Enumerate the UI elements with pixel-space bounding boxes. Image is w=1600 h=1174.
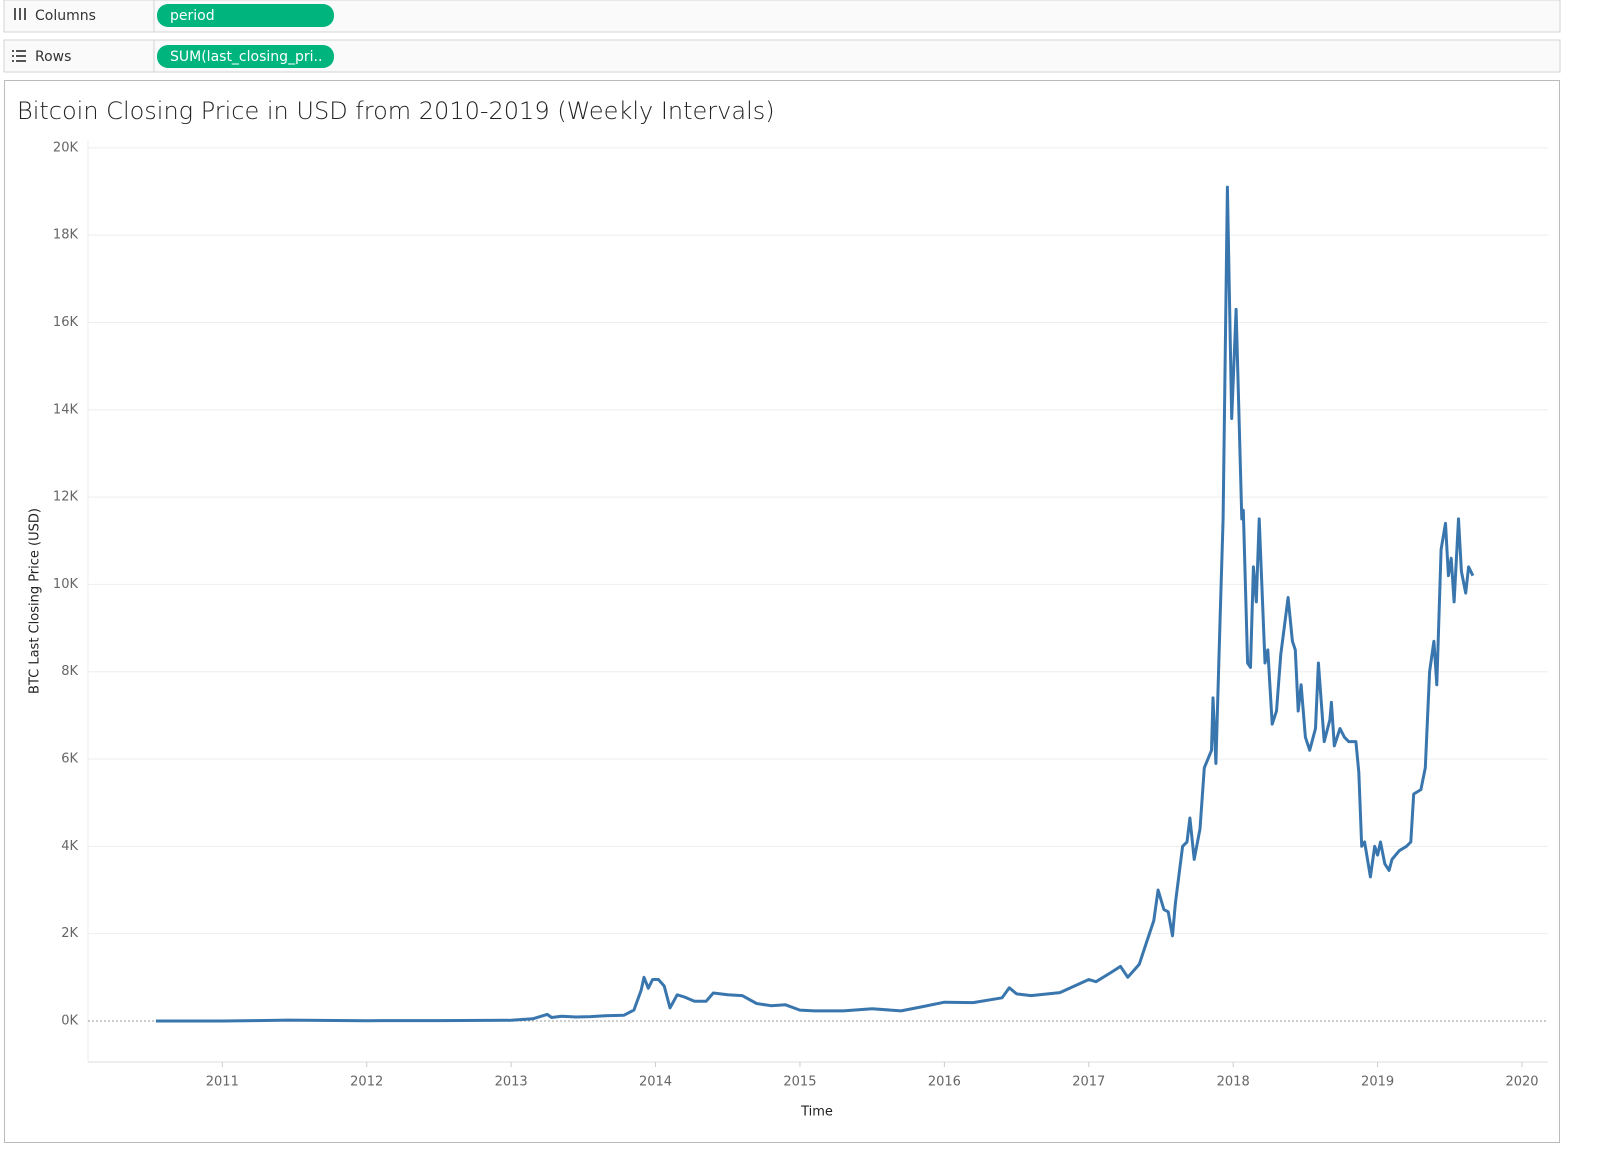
- columns-pill[interactable]: [157, 4, 334, 27]
- rows-pill[interactable]: [157, 45, 334, 68]
- x-tick-label: 2019: [1361, 1075, 1394, 1090]
- y-tick-label: 18K: [53, 228, 79, 243]
- y-tick-label: 16K: [53, 315, 79, 330]
- chart-panel: [4, 80, 1560, 1143]
- rows-icon: [12, 50, 26, 62]
- y-tick-label: 10K: [53, 577, 79, 592]
- x-tick-label: 2013: [495, 1075, 528, 1090]
- x-tick-label: 2011: [206, 1075, 239, 1090]
- x-tick-label: 2016: [928, 1075, 961, 1090]
- x-tick-label: 2020: [1505, 1075, 1538, 1090]
- columns-pill-text[interactable]: period: [170, 8, 215, 24]
- plot: 0K 2K 4K 6K 8K 10K 12K 14K 16K 18K 20K 2011 2012 2013…: [53, 140, 1548, 1090]
- y-tick-label: 2K: [61, 926, 78, 941]
- x-tick-label: 2012: [350, 1075, 383, 1090]
- x-tick-label: 2015: [783, 1075, 816, 1090]
- y-tick-label: 12K: [53, 490, 79, 505]
- columns-icon: [14, 8, 26, 20]
- y-tick-label: 6K: [61, 752, 78, 767]
- x-tick-label: 2017: [1072, 1075, 1105, 1090]
- y-tick-label: 4K: [61, 839, 78, 854]
- y-tick-label: 8K: [61, 664, 78, 679]
- x-axis-title: Time: [800, 1105, 833, 1120]
- columns-label: Columns: [35, 8, 96, 24]
- y-tick-label: 14K: [53, 402, 79, 417]
- y-tick-label: 20K: [53, 140, 79, 155]
- x-tick-label: 2018: [1217, 1075, 1250, 1090]
- rows-pill-text[interactable]: SUM(last_closing_pri..: [170, 49, 322, 65]
- price-line: [155, 185, 1475, 1023]
- x-tick-label: 2014: [639, 1075, 672, 1090]
- y-tick-label: 0K: [61, 1013, 78, 1028]
- rows-label: Rows: [35, 49, 71, 65]
- chart-title: Bitcoin Closing Price in USD from 2010-2…: [17, 97, 775, 125]
- y-axis-title: BTC Last Closing Price (USD): [28, 508, 43, 694]
